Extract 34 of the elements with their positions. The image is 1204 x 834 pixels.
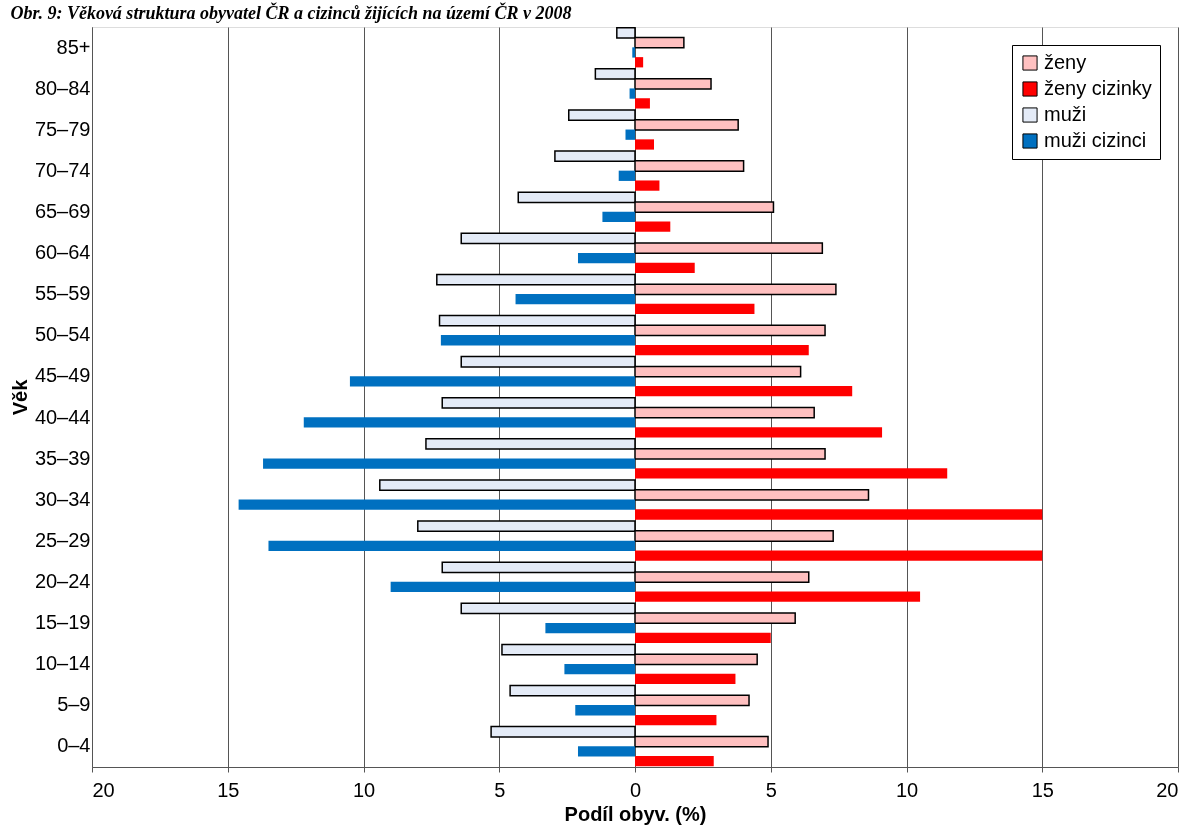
y-tick-label: 65–69 bbox=[34, 200, 91, 222]
y-axis-title: Věk bbox=[8, 378, 31, 416]
x-tick-label: 0 bbox=[629, 778, 642, 801]
x-axis-title: Podíl obyv. (%) bbox=[564, 802, 707, 825]
y-tick-label: 60–64 bbox=[34, 241, 91, 264]
x-tick-label: 15 bbox=[217, 778, 240, 801]
y-tick-label: 30–34 bbox=[34, 487, 91, 510]
y-tick-label: 40–44 bbox=[34, 405, 91, 428]
legend-label: muži bbox=[1044, 103, 1087, 125]
y-tick-label: 10–14 bbox=[34, 652, 91, 675]
y-tick-label: 0–4 bbox=[57, 734, 91, 757]
y-tick-label: 15–19 bbox=[34, 611, 91, 634]
y-tick-label: 45–49 bbox=[34, 364, 91, 387]
y-tick-label: 70–74 bbox=[34, 158, 91, 181]
y-tick-label: 20–24 bbox=[34, 570, 91, 592]
y-tick-label: 55–59 bbox=[34, 282, 91, 305]
legend-label: ženy cizinky bbox=[1044, 77, 1152, 99]
x-tick-label: 20 bbox=[92, 778, 115, 801]
x-tick-label: 10 bbox=[352, 778, 376, 801]
legend-label: ženy bbox=[1044, 51, 1087, 73]
legend-label: muži cizinci bbox=[1044, 129, 1147, 151]
x-tick-label: 10 bbox=[895, 778, 919, 801]
x-tick-label: 20 bbox=[1156, 778, 1179, 801]
y-tick-label: 80–84 bbox=[34, 76, 91, 99]
x-tick-label: 5 bbox=[494, 778, 506, 801]
y-tick-label: 5–9 bbox=[57, 693, 91, 716]
y-tick-label: 35–39 bbox=[34, 446, 91, 469]
x-tick-label: 5 bbox=[765, 778, 777, 801]
x-tick-label: 15 bbox=[1031, 778, 1054, 801]
y-tick-label: 75–79 bbox=[34, 117, 91, 140]
y-tick-label: 50–54 bbox=[34, 323, 91, 346]
y-tick-label: 85+ bbox=[56, 35, 91, 58]
y-tick-label: 25–29 bbox=[34, 528, 91, 551]
chart-title: Obr. 9: Věková struktura obyvatel ČR a cizinců žijících na území ČR v 2008 bbox=[10, 1, 572, 23]
